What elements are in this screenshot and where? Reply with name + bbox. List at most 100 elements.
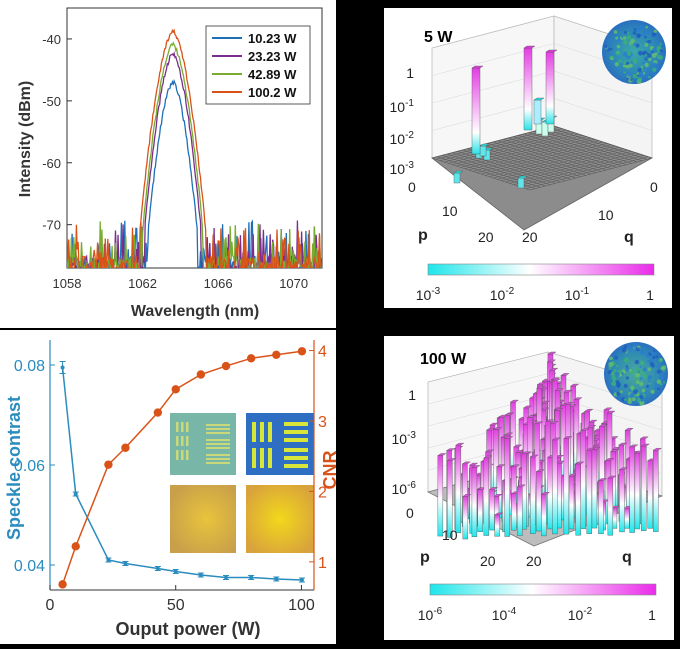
inset-bar [181, 436, 184, 446]
speckle-dot [604, 44, 608, 49]
speckle-dot [614, 355, 619, 360]
cnr-ytick-label: 4 [318, 344, 327, 361]
bar-3d [580, 430, 586, 530]
spectrum-ytick-label: -70 [42, 218, 61, 233]
floor-gridline [521, 155, 644, 188]
b-plabel: p [418, 227, 428, 244]
wall-gridline [427, 373, 549, 405]
cnr-point [272, 350, 281, 359]
speckle-dot [623, 36, 627, 40]
inset-bar [284, 438, 308, 442]
speckle-dot [651, 52, 657, 58]
d-ptick-0: 0 [406, 505, 414, 521]
wall-gridline [427, 394, 549, 427]
bar-3d [629, 446, 635, 533]
floor-gridline [529, 157, 653, 191]
bar-3d-top [606, 410, 616, 414]
bar3d-100w-title: 100 W [420, 351, 467, 368]
speckle-dot [623, 71, 626, 74]
speckle-dot [647, 67, 651, 72]
bar-3d [517, 177, 525, 189]
speckle-dot [654, 385, 659, 390]
d-ptick-10: 10 [442, 527, 458, 543]
bar-3d-top [461, 461, 472, 465]
bar-3d-top [618, 467, 629, 470]
speckle-dot [626, 51, 632, 57]
bar-3d [447, 460, 453, 538]
speckle-dot [623, 383, 628, 388]
bar-3d [634, 452, 641, 530]
spectrum-series-0 [67, 78, 322, 268]
bar3d-100w-chart: 100 W 1 10-3 10-6 0 10 20 p 20 q 10-6 10… [392, 342, 668, 623]
bar-3d-top [517, 175, 528, 179]
bar-3d [533, 99, 542, 125]
spectrum-chart: Intensity (dBm) Wavelength (nm) 1058 1062… [17, 7, 323, 320]
bar-3d-top [597, 478, 608, 481]
speckle-dot [656, 365, 659, 369]
speckle-dot [628, 368, 632, 372]
bar-3d-top [639, 436, 649, 440]
contrast-ylabel: Speckle contrast [4, 396, 24, 540]
bar-3d-top [489, 422, 499, 426]
bar-3d [479, 145, 487, 157]
speckle-dot [624, 48, 627, 51]
bar-3d-top [551, 378, 561, 382]
speckle-dot [629, 385, 635, 390]
cnr-point [196, 370, 206, 379]
cnr-point [71, 542, 80, 551]
bar-3d-top [586, 447, 596, 451]
b-ptick-0: 0 [408, 179, 416, 195]
speckle-dot [657, 55, 662, 60]
speckle-dot [615, 380, 620, 384]
speckle-dot [625, 376, 629, 380]
spectrum-xlabel: Wavelength (nm) [131, 303, 259, 320]
spectrum-xtick-label: 1066 [204, 276, 233, 291]
bar-3d-top [563, 436, 573, 439]
bar-3d-top [545, 419, 555, 422]
cnr-ytick-label: 3 [318, 414, 327, 431]
speckle-dot [635, 75, 639, 79]
speckle-image-5w [602, 20, 666, 84]
bar-3d [455, 444, 462, 534]
speckle-dot [607, 40, 611, 44]
spectrum-xtick-label: 1058 [53, 276, 82, 291]
speckle-dot [647, 378, 652, 384]
b-ztick-2: 10-2 [390, 130, 415, 147]
spectrum-plot-frame [66, 7, 323, 269]
speckle-dot [641, 33, 645, 37]
speckle-dot [636, 72, 640, 76]
speckle-dot [657, 59, 660, 62]
bar-3d [504, 438, 510, 537]
cnr-point [171, 385, 180, 394]
speckle-dot [628, 41, 634, 46]
speckle-dot [640, 65, 643, 69]
inset-bar [252, 422, 256, 442]
bar-3d-top [437, 453, 447, 456]
speckle-dot [662, 369, 665, 372]
b-ptick-20: 20 [478, 229, 494, 245]
d-cbar-label-1: 10-4 [492, 606, 517, 623]
bar-3d [511, 493, 517, 531]
d-cbar-label-2: 10-2 [568, 606, 593, 623]
bar-3d-top [588, 419, 598, 423]
bar-3d [453, 172, 461, 184]
bar-3d-top [446, 458, 457, 461]
speckle-dot [645, 384, 649, 388]
speckle-contrast-point [73, 492, 78, 496]
inset-bar [284, 448, 308, 452]
inset-bar [268, 422, 272, 442]
b-cbar-label-0: 10-3 [416, 286, 441, 303]
wall-gridline [553, 98, 653, 131]
inset-bar [176, 436, 179, 446]
d-ptick-20: 20 [480, 553, 496, 569]
speckle-dot [652, 355, 656, 360]
b-ztick-1: 10-1 [390, 98, 415, 115]
speckle-dot [613, 369, 617, 373]
speckle-contrast-point [249, 575, 254, 580]
wall-gridline [431, 70, 555, 104]
floor-gridline [447, 153, 546, 187]
speckle-contrast-point [155, 566, 160, 571]
cnr-point [121, 443, 130, 452]
speckle-dot [654, 371, 658, 374]
speckle-dot [623, 60, 627, 65]
